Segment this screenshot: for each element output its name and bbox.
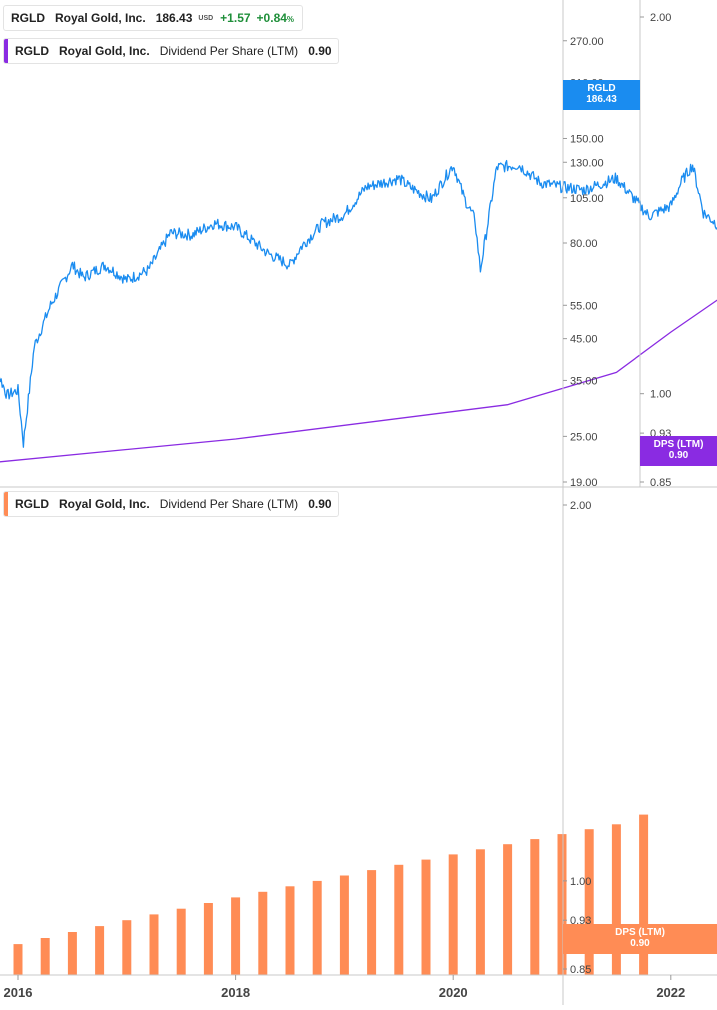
price-tick-label: 270.00 — [570, 36, 604, 48]
dps-bar — [421, 859, 431, 975]
dps-bar — [67, 932, 77, 975]
dps-bar — [258, 891, 268, 975]
x-tick-label: 2016 — [4, 985, 33, 1000]
x-tick-label: 2018 — [221, 985, 250, 1000]
dps-line-badge-label: DPS (LTM) — [653, 439, 704, 450]
legend-price-currency: USD — [198, 14, 214, 22]
bar-tick-label: 2.00 — [570, 500, 591, 512]
dps-bar — [339, 875, 349, 975]
dps-bar — [611, 824, 621, 975]
legend-dps-bottom[interactable]: RGLD Royal Gold, Inc. Dividend Per Share… — [3, 491, 339, 517]
dps-bar — [40, 938, 50, 975]
price-tick-label: 130.00 — [570, 157, 604, 169]
dps-series-line — [0, 299, 717, 463]
price-tick-label: 19.00 — [570, 477, 598, 489]
price-tick-label: 55.00 — [570, 300, 598, 312]
legend-price-name: Royal Gold, Inc. — [55, 11, 146, 25]
legend-dps-top-metric: Dividend Per Share (LTM) — [159, 44, 299, 58]
legend-price-ticker: RGLD — [11, 11, 45, 25]
legend-dps-bottom-value: 0.90 — [308, 497, 332, 511]
price-tick-label: 150.00 — [570, 133, 604, 145]
legend-dps-bottom-name: Royal Gold, Inc. — [59, 497, 150, 511]
dps-bar — [176, 908, 186, 975]
legend-dps-bottom-swatch — [4, 492, 8, 516]
legend-dps-top[interactable]: RGLD Royal Gold, Inc. Dividend Per Share… — [3, 38, 339, 64]
dps-bar — [557, 834, 567, 975]
dps-bar — [503, 844, 513, 975]
dps-bar — [231, 897, 241, 975]
dps-bar — [285, 886, 295, 975]
legend-dps-top-value: 0.90 — [308, 44, 332, 58]
dps-bar — [312, 880, 322, 975]
price-series-line — [0, 159, 717, 448]
dps-bar — [530, 839, 540, 975]
dps-bar-badge: DPS (LTM) 0.90 — [563, 924, 717, 954]
legend-dps-bottom-metric: Dividend Per Share (LTM) — [159, 497, 299, 511]
x-tick-label: 2022 — [656, 985, 685, 1000]
dps-tick-label: 0.85 — [650, 477, 671, 489]
dps-bar — [367, 870, 377, 975]
x-tick-label: 2020 — [439, 985, 468, 1000]
top-chart-pane — [0, 159, 717, 463]
dps-tick-label: 2.00 — [650, 12, 671, 24]
price-tick-label: 80.00 — [570, 238, 598, 250]
dps-bar — [475, 849, 485, 975]
dps-tick-label: 1.00 — [650, 389, 671, 401]
legend-price-change-pct: +0.84% — [257, 11, 295, 25]
legend-price-change-pct-value: +0.84 — [256, 11, 287, 25]
bottom-chart-pane — [13, 814, 649, 975]
dps-bar-badge-label: DPS (LTM) — [615, 927, 665, 938]
legend-price[interactable]: RGLD Royal Gold, Inc. 186.43 USD +1.57 +… — [3, 5, 303, 31]
price-tick-label: 25.00 — [570, 431, 598, 443]
dps-line-badge: DPS (LTM) 0.90 — [640, 436, 717, 466]
dps-bar — [448, 854, 458, 975]
legend-price-change: +1.57 — [220, 11, 251, 25]
dps-bar — [203, 903, 213, 975]
legend-price-value: 186.43 — [155, 11, 193, 25]
bar-tick-label: 1.00 — [570, 876, 591, 888]
dps-bar — [639, 814, 649, 975]
bar-tick-label: 0.85 — [570, 964, 591, 976]
dps-line-badge-value: 0.90 — [668, 450, 689, 461]
price-badge-label: RGLD — [587, 83, 616, 94]
dps-bar — [122, 920, 132, 975]
dps-bar-badge-value: 0.90 — [630, 938, 650, 949]
dps-bar — [95, 926, 105, 975]
legend-dps-top-ticker: RGLD — [15, 44, 49, 58]
price-tick-label: 105.00 — [570, 193, 604, 205]
dps-bar — [13, 944, 23, 975]
legend-dps-top-swatch — [4, 39, 8, 63]
price-tick-label: 35.00 — [570, 375, 598, 387]
legend-dps-top-name: Royal Gold, Inc. — [59, 44, 150, 58]
dps-bar — [584, 829, 594, 975]
legend-dps-bottom-ticker: RGLD — [15, 497, 49, 511]
price-tick-label: 45.00 — [570, 334, 598, 346]
legend-price-pct-sign: % — [286, 15, 295, 24]
dps-bar — [149, 914, 159, 975]
price-badge: RGLD 186.43 — [563, 80, 640, 110]
price-badge-value: 186.43 — [586, 94, 617, 105]
dps-bar — [394, 864, 404, 975]
